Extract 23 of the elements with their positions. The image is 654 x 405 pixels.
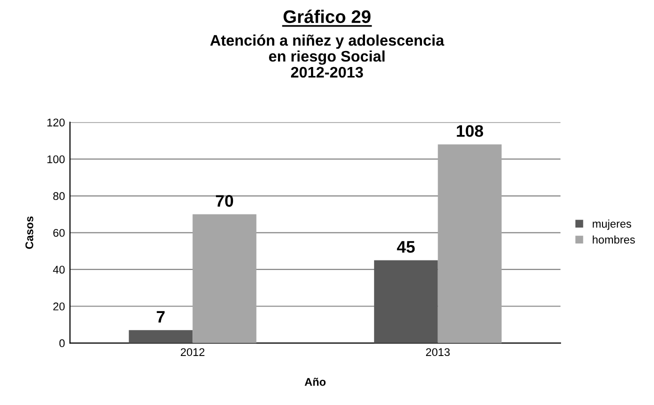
- legend-label: mujeres: [592, 220, 632, 230]
- bar: [128, 330, 193, 344]
- chart-subtitle: Atención a niñez y adolescencia en riesgo Social 2012-2013: [210, 34, 444, 78]
- y-tick-label: 100: [47, 155, 65, 164]
- y-tick-label: 80: [53, 192, 65, 200]
- data-label: 70: [216, 195, 234, 207]
- y-axis-title: Casos: [25, 216, 34, 249]
- bar: [374, 260, 438, 344]
- x-tick-label: 2013: [426, 348, 450, 356]
- y-tick-label: 0: [59, 339, 65, 348]
- bar: [438, 144, 502, 344]
- legend-label: hombres: [592, 235, 635, 244]
- data-label: 45: [396, 241, 415, 253]
- y-tick-label: 120: [47, 118, 65, 126]
- data-label: 108: [456, 125, 484, 137]
- data-label: 7: [156, 311, 165, 323]
- x-axis-title: Año: [304, 378, 326, 386]
- y-tick-label: 20: [53, 302, 65, 310]
- y-tick-label: 40: [53, 266, 65, 274]
- chart-title: Gráfico 29: [284, 10, 370, 24]
- bar: [192, 214, 256, 344]
- y-tick-label: 60: [53, 228, 65, 237]
- x-tick-label: 2012: [180, 348, 204, 356]
